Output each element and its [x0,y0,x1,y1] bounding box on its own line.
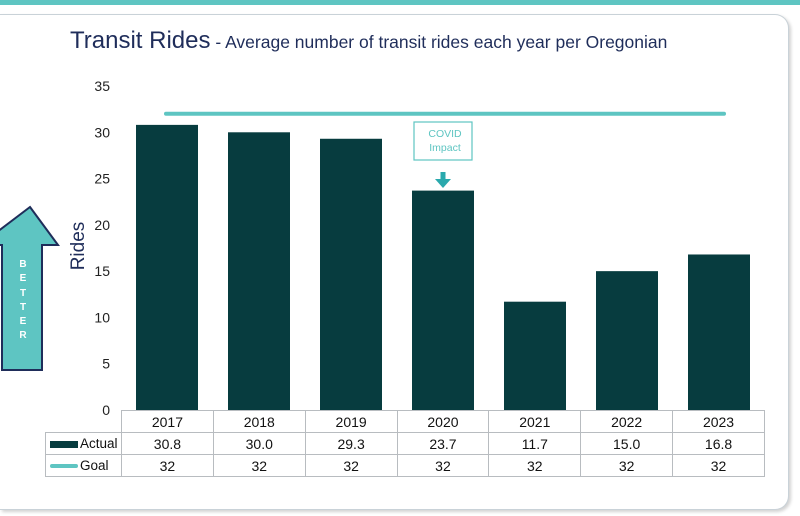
legend-goal: Goal [45,454,122,477]
data-table-row-goal: Goal 32 32 32 32 32 32 32 [45,454,765,477]
y-tick-label: 5 [102,356,110,372]
table-year-cell: 2022 [580,410,674,433]
better-letter: E [19,273,27,285]
chart-title: Transit Rides [70,27,211,54]
table-goal-cell: 32 [212,454,306,477]
bar-actual-2019 [320,138,382,410]
table-goal-cell: 32 [396,454,490,477]
y-tick-label: 25 [94,171,110,187]
y-tick-label: 20 [94,217,110,233]
covid-annotation [413,121,473,188]
top-accent-bar [0,0,800,5]
covid-annotation-line2: Impact [429,142,461,154]
table-year-cell: 2021 [488,410,582,433]
covid-arrow-icon [440,172,446,180]
table-actual-cell: 30.0 [212,432,306,455]
bars [136,124,750,411]
bar-actual-2022 [596,271,658,410]
covid-annotation-label: COVID Impact [416,122,474,160]
bar-actual-2017 [136,124,198,410]
data-table-header-row: 2017 2018 2019 2020 2021 2022 2023 [46,410,765,433]
covid-annotation-box [413,121,473,161]
better-letter: R [19,330,27,342]
table-actual-cell: 11.7 [488,432,582,455]
y-tick-label: 30 [94,124,110,140]
table-goal-cell: 32 [304,454,398,477]
better-letter: B [19,259,27,270]
y-axis-ticks: 0 5 10 15 20 25 30 35 [94,78,110,418]
bar-actual-2021 [504,301,566,410]
legend-actual-key [50,440,78,448]
better-arrow-icon [0,205,60,371]
table-actual-cell: 16.8 [672,432,765,455]
legend-actual-label: Actual [80,436,118,451]
y-tick-label: 0 [102,402,110,418]
bar-actual-2020 [412,190,474,410]
data-table: 2017 2018 2019 2020 2021 2022 2023 Actual 30.8… [45,410,765,477]
legend-goal-label: Goal [80,458,109,473]
y-tick-label: 10 [94,309,110,325]
table-actual-cell: 23.7 [396,432,490,455]
chart-heading: Transit Rides - Average number of transi… [70,27,667,55]
y-tick-label: 15 [94,263,110,279]
table-actual-cell: 30.8 [121,432,214,455]
covid-annotation-line1: COVID [428,128,462,140]
table-year-cell: 2018 [212,410,306,433]
y-tick-label: 35 [94,78,110,94]
better-letter: T [19,301,27,313]
table-actual-cell: 29.3 [304,432,398,455]
table-actual-cell: 15.0 [580,432,674,455]
table-year-cell: 2019 [304,410,398,433]
legend-goal-key [50,464,78,469]
bar-actual-2018 [228,132,290,411]
chart-subtitle: - Average number of transit rides each y… [210,32,668,52]
data-table-row-actual: Actual 30.8 30.0 29.3 23.7 11.7 15.0 16.8 [45,432,765,455]
better-letter: T [19,287,27,299]
better-letter: E [19,316,27,328]
table-year-cell: 2020 [396,410,490,433]
table-year-cell: 2023 [672,410,765,433]
table-goal-cell: 32 [488,454,582,477]
table-year-cell: 2017 [121,410,214,433]
table-goal-cell: 32 [672,454,765,477]
covid-arrow-head-icon [435,179,451,188]
legend-actual: Actual [45,432,122,455]
table-goal-cell: 32 [121,454,214,477]
table-goal-cell: 32 [580,454,674,477]
bar-actual-2023 [688,254,750,410]
data-table-corner [46,411,122,433]
